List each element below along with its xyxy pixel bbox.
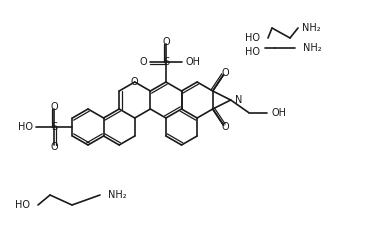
Text: O: O	[162, 37, 170, 47]
Text: N: N	[235, 95, 242, 105]
Text: NH₂: NH₂	[108, 190, 127, 200]
Text: O: O	[51, 142, 58, 152]
Text: NH₂: NH₂	[302, 23, 321, 33]
Text: NH₂: NH₂	[303, 43, 322, 53]
Text: O: O	[51, 102, 58, 112]
Text: S: S	[163, 57, 169, 67]
Text: O: O	[222, 122, 229, 132]
Text: O: O	[222, 68, 229, 78]
Text: HO: HO	[245, 33, 260, 43]
Text: OH: OH	[185, 57, 200, 67]
Text: HO: HO	[15, 200, 30, 210]
Text: HO: HO	[245, 47, 260, 57]
Text: OH: OH	[272, 108, 287, 118]
Text: HO: HO	[19, 122, 34, 132]
Text: O: O	[139, 57, 147, 67]
Text: S: S	[51, 122, 58, 132]
Text: O: O	[131, 77, 139, 87]
